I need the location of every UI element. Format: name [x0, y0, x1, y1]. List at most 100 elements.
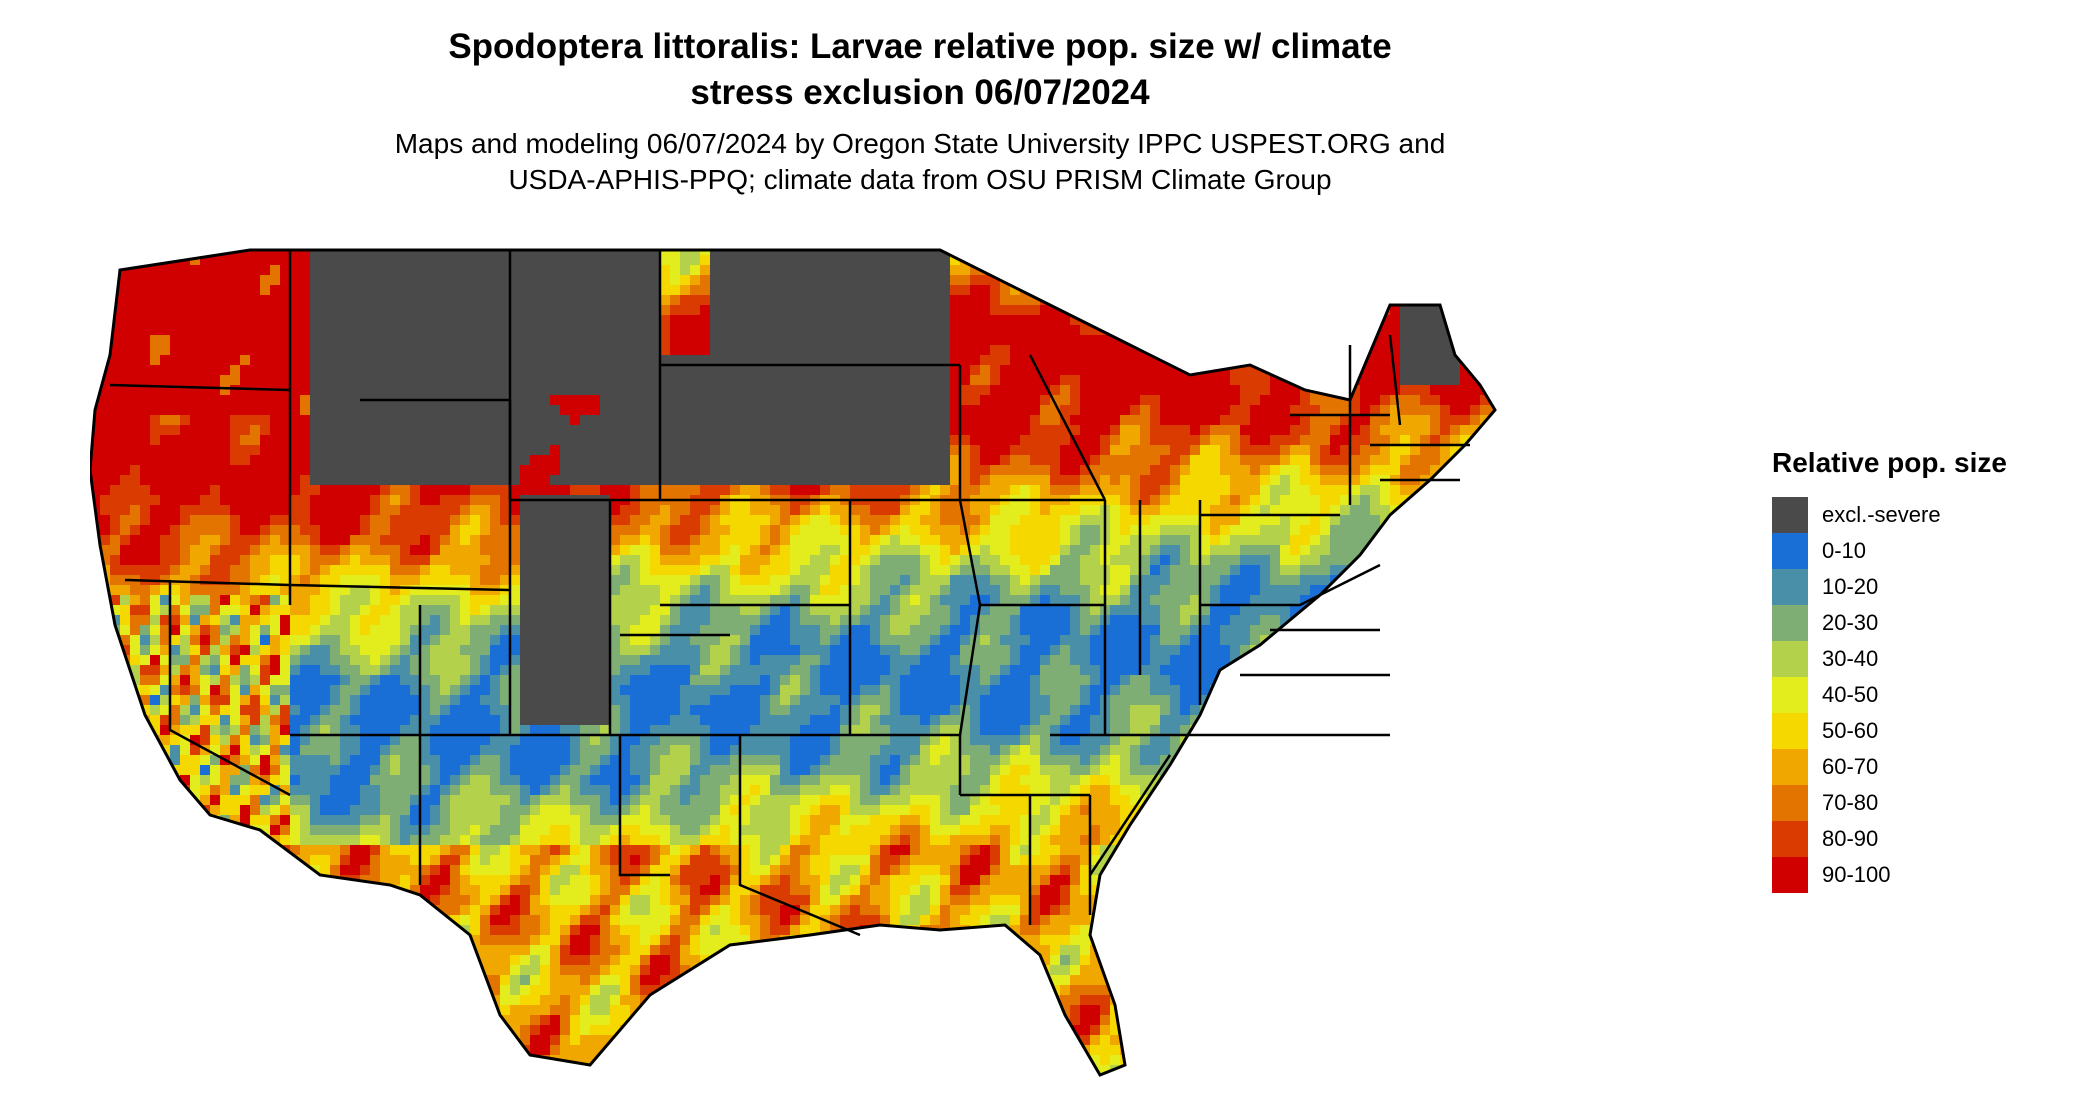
map-cell — [470, 305, 480, 315]
map-cell — [820, 335, 830, 345]
map-cell — [360, 505, 370, 515]
map-cell — [680, 565, 690, 575]
map-cell — [1320, 515, 1330, 525]
map-cell — [650, 475, 660, 485]
map-cell — [660, 250, 670, 255]
map-cell — [170, 295, 180, 305]
map-cell — [800, 485, 810, 495]
map-cell — [1250, 250, 1260, 255]
map-cell — [1130, 465, 1140, 475]
map-cell — [1450, 425, 1460, 435]
map-cell — [550, 365, 560, 375]
map-cell — [1180, 545, 1190, 555]
map-cell — [670, 435, 680, 445]
map-cell — [1440, 455, 1450, 465]
map-cell — [570, 535, 580, 545]
map-cell — [340, 355, 350, 365]
map-cell — [1080, 485, 1090, 495]
map-cell — [1200, 425, 1210, 435]
map-cell — [220, 345, 230, 355]
map-cell — [1220, 535, 1230, 545]
map-cell — [420, 525, 430, 535]
map-cell — [620, 425, 630, 435]
map-cell — [1050, 265, 1060, 275]
map-cell — [960, 465, 970, 475]
map-cell — [440, 475, 450, 485]
map-cell — [130, 305, 140, 315]
map-cell — [260, 255, 270, 265]
map-cell — [350, 335, 360, 345]
map-cell — [350, 355, 360, 365]
map-cell — [1480, 505, 1490, 515]
map-cell — [230, 305, 240, 315]
map-cell — [1460, 545, 1470, 555]
map-cell — [1160, 415, 1170, 425]
map-cell — [1420, 405, 1430, 415]
map-cell — [160, 405, 170, 415]
map-cell — [770, 395, 780, 405]
map-cell — [920, 235, 930, 245]
map-cell — [600, 395, 610, 405]
map-cell — [200, 455, 210, 465]
map-cell — [580, 505, 590, 515]
map-cell — [480, 305, 490, 315]
map-cell — [560, 250, 570, 255]
map-cell — [830, 555, 840, 565]
map-cell — [1050, 325, 1060, 335]
map-cell — [560, 415, 570, 425]
map-cell — [1350, 475, 1360, 485]
map-cell — [1300, 295, 1310, 305]
map-cell — [980, 435, 990, 445]
map-cell — [1440, 435, 1450, 445]
map-cell — [650, 285, 660, 295]
map-cell — [450, 495, 460, 505]
map-cell — [560, 425, 570, 435]
map-cell — [650, 265, 660, 275]
map-cell — [690, 365, 700, 375]
map-cell — [1490, 255, 1495, 265]
map-cell — [430, 295, 440, 305]
map-cell — [910, 265, 920, 275]
map-cell — [430, 555, 440, 565]
map-cell — [1340, 445, 1350, 455]
map-cell — [1240, 575, 1250, 585]
map-cell — [1160, 395, 1170, 405]
map-cell — [1430, 525, 1440, 535]
map-cell — [320, 445, 330, 455]
map-cell — [460, 335, 470, 345]
map-cell — [1390, 425, 1400, 435]
map-cell — [910, 335, 920, 345]
map-cell — [300, 335, 310, 345]
map-cell — [190, 415, 200, 425]
map-cell — [1330, 495, 1340, 505]
map-cell — [620, 325, 630, 335]
map-cell — [1200, 565, 1210, 575]
map-cell — [1310, 335, 1320, 345]
map-cell — [670, 375, 680, 385]
map-cell — [260, 265, 270, 275]
map-cell — [820, 375, 830, 385]
map-cell — [780, 255, 790, 265]
map-cell — [1140, 335, 1150, 345]
map-cell — [1250, 415, 1260, 425]
map-cell — [880, 535, 890, 545]
map-cell — [450, 325, 460, 335]
map-cell — [1050, 305, 1060, 315]
map-cell — [1090, 395, 1100, 405]
map-cell — [760, 565, 770, 575]
map-cell — [320, 475, 330, 485]
map-cell — [200, 395, 210, 405]
map-cell — [1410, 265, 1420, 275]
map-cell — [130, 455, 140, 465]
map-cell — [910, 465, 920, 475]
map-cell — [1410, 425, 1420, 435]
map-cell — [100, 385, 110, 395]
map-cell — [590, 445, 600, 455]
map-cell — [920, 265, 930, 275]
map-cell — [1340, 375, 1350, 385]
map-cell — [810, 315, 820, 325]
map-cell — [970, 565, 980, 575]
map-cell — [110, 465, 120, 475]
map-cell — [1250, 285, 1260, 295]
map-cell — [930, 315, 940, 325]
